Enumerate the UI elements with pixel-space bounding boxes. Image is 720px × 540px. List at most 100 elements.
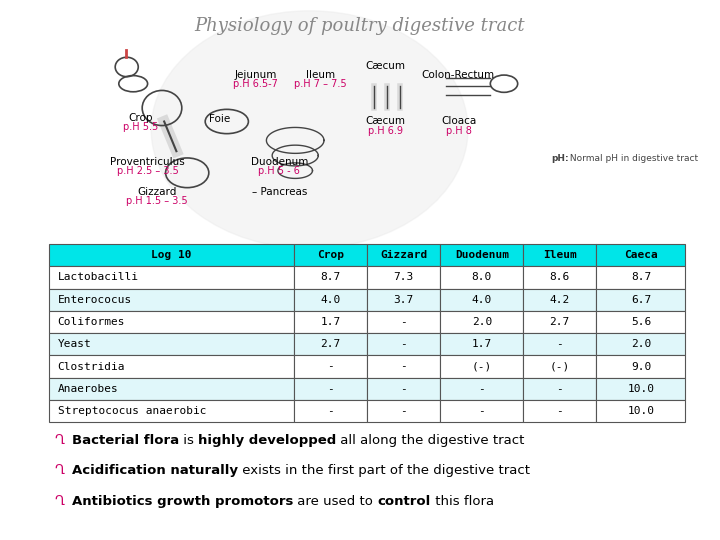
FancyBboxPatch shape <box>523 355 596 378</box>
Text: -: - <box>400 317 408 327</box>
FancyBboxPatch shape <box>294 266 367 288</box>
Text: p.H 1.5 – 3.5: p.H 1.5 – 3.5 <box>126 196 188 206</box>
Text: Duodenum: Duodenum <box>251 157 308 167</box>
Text: Anaerobes: Anaerobes <box>58 384 118 394</box>
Text: 1.7: 1.7 <box>472 339 492 349</box>
Text: -: - <box>478 406 485 416</box>
FancyBboxPatch shape <box>294 244 367 266</box>
Text: (-): (-) <box>549 362 570 372</box>
FancyBboxPatch shape <box>523 311 596 333</box>
Text: Acidification naturally: Acidification naturally <box>72 464 238 477</box>
Text: 8.7: 8.7 <box>320 273 341 282</box>
Text: 2.7: 2.7 <box>549 317 570 327</box>
Text: p.H 6.5-7: p.H 6.5-7 <box>233 79 278 89</box>
Text: 5.6: 5.6 <box>631 317 651 327</box>
Text: p.H 2.5 – 3.5: p.H 2.5 – 3.5 <box>117 166 179 176</box>
FancyBboxPatch shape <box>523 378 596 400</box>
Text: -: - <box>400 362 408 372</box>
FancyBboxPatch shape <box>294 400 367 422</box>
Text: Gizzard: Gizzard <box>380 250 428 260</box>
FancyBboxPatch shape <box>523 400 596 422</box>
Text: p.H 6.9: p.H 6.9 <box>368 126 402 136</box>
Text: Log 10: Log 10 <box>151 250 192 260</box>
Text: Coliformes: Coliformes <box>58 317 125 327</box>
FancyBboxPatch shape <box>367 355 441 378</box>
Text: 3.7: 3.7 <box>394 295 414 305</box>
FancyBboxPatch shape <box>49 311 294 333</box>
FancyBboxPatch shape <box>441 244 523 266</box>
Text: is: is <box>179 434 198 447</box>
Text: 8.6: 8.6 <box>549 273 570 282</box>
Text: -: - <box>327 362 334 372</box>
Text: 4.0: 4.0 <box>472 295 492 305</box>
FancyBboxPatch shape <box>523 288 596 311</box>
Text: Gizzard: Gizzard <box>138 187 176 197</box>
FancyBboxPatch shape <box>596 288 685 311</box>
Text: exists in the first part of the digestive tract: exists in the first part of the digestiv… <box>238 464 530 477</box>
FancyBboxPatch shape <box>294 311 367 333</box>
Text: Ղ: Ղ <box>54 464 64 477</box>
Text: Cloaca: Cloaca <box>442 117 477 126</box>
Text: Yeast: Yeast <box>58 339 91 349</box>
FancyBboxPatch shape <box>294 288 367 311</box>
Text: Lactobacilli: Lactobacilli <box>58 273 138 282</box>
FancyBboxPatch shape <box>523 266 596 288</box>
Text: Ileum: Ileum <box>543 250 577 260</box>
FancyBboxPatch shape <box>523 333 596 355</box>
FancyBboxPatch shape <box>441 355 523 378</box>
Text: -: - <box>400 406 408 416</box>
FancyBboxPatch shape <box>49 378 294 400</box>
FancyBboxPatch shape <box>294 355 367 378</box>
FancyBboxPatch shape <box>596 266 685 288</box>
Text: Ղ: Ղ <box>54 434 64 447</box>
Text: 2.7: 2.7 <box>320 339 341 349</box>
Text: Clostridia: Clostridia <box>58 362 125 372</box>
FancyBboxPatch shape <box>367 400 441 422</box>
Text: control: control <box>377 495 431 508</box>
Text: are used to: are used to <box>293 495 377 508</box>
Text: 10.0: 10.0 <box>627 406 654 416</box>
Text: – Pancreas: – Pancreas <box>252 187 307 197</box>
Text: -: - <box>400 384 408 394</box>
Text: Ileum: Ileum <box>306 70 335 79</box>
FancyBboxPatch shape <box>596 333 685 355</box>
FancyBboxPatch shape <box>596 378 685 400</box>
Text: -: - <box>557 406 563 416</box>
FancyBboxPatch shape <box>441 288 523 311</box>
Text: 4.0: 4.0 <box>320 295 341 305</box>
Text: Ղ: Ղ <box>54 495 64 508</box>
Text: Streptococus anaerobic: Streptococus anaerobic <box>58 406 206 416</box>
FancyBboxPatch shape <box>49 400 294 422</box>
Text: 8.0: 8.0 <box>472 273 492 282</box>
FancyBboxPatch shape <box>49 288 294 311</box>
Text: Proventriculus: Proventriculus <box>110 157 185 167</box>
Text: 4.2: 4.2 <box>549 295 570 305</box>
Text: 9.0: 9.0 <box>631 362 651 372</box>
FancyBboxPatch shape <box>367 333 441 355</box>
FancyBboxPatch shape <box>367 378 441 400</box>
Text: Crop: Crop <box>317 250 344 260</box>
FancyBboxPatch shape <box>49 244 294 266</box>
Text: Jejunum: Jejunum <box>235 70 276 79</box>
Text: p.H 5.5: p.H 5.5 <box>124 122 158 132</box>
Text: Cæcum: Cæcum <box>365 62 405 71</box>
FancyBboxPatch shape <box>367 266 441 288</box>
Text: Enterococus: Enterococus <box>58 295 132 305</box>
Text: this flora: this flora <box>431 495 494 508</box>
Text: Colon-Rectum: Colon-Rectum <box>421 70 495 79</box>
FancyBboxPatch shape <box>441 333 523 355</box>
Text: 2.0: 2.0 <box>631 339 651 349</box>
FancyBboxPatch shape <box>441 378 523 400</box>
Text: 7.3: 7.3 <box>394 273 414 282</box>
Text: Crop: Crop <box>129 113 153 123</box>
FancyBboxPatch shape <box>49 355 294 378</box>
Text: pH:: pH: <box>551 154 568 163</box>
FancyBboxPatch shape <box>367 244 441 266</box>
Text: all along the digestive tract: all along the digestive tract <box>336 434 525 447</box>
FancyBboxPatch shape <box>49 333 294 355</box>
FancyBboxPatch shape <box>596 244 685 266</box>
Text: -: - <box>478 384 485 394</box>
FancyBboxPatch shape <box>294 333 367 355</box>
Text: Antibiotics growth promotors: Antibiotics growth promotors <box>72 495 293 508</box>
Text: p.H 7 – 7.5: p.H 7 – 7.5 <box>294 79 347 89</box>
